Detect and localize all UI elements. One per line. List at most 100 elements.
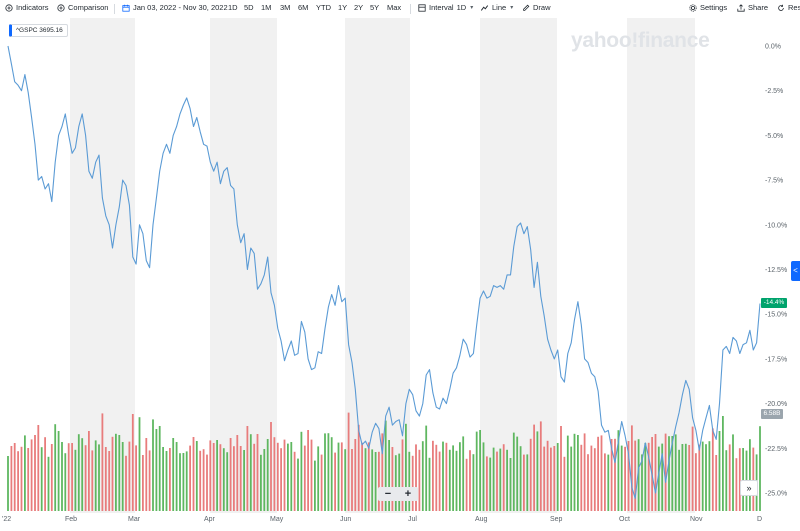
volume-bar — [169, 448, 171, 511]
range-max[interactable]: Max — [387, 3, 401, 12]
settings-label: Settings — [700, 3, 728, 12]
volume-bars — [7, 412, 761, 511]
range-2y-label: 2Y — [354, 3, 364, 12]
last-price-tag: -14.4% — [761, 298, 787, 308]
range-ytd[interactable]: YTD — [316, 3, 331, 12]
volume-bar — [266, 439, 269, 511]
volume-bar — [320, 454, 323, 511]
range-1m[interactable]: 1M — [261, 3, 271, 12]
indicators-icon — [5, 3, 13, 12]
volume-bar — [297, 458, 299, 511]
volume-bar — [455, 450, 458, 511]
volume-bar — [310, 439, 313, 511]
volume-bar — [101, 413, 104, 511]
volume-bar — [152, 419, 154, 511]
volume-bar — [722, 416, 724, 511]
volume-bar — [695, 453, 697, 511]
volume-bar — [364, 448, 367, 511]
scroll-to-latest-button[interactable]: » — [740, 480, 758, 496]
indicators-button[interactable]: Indicators — [5, 3, 49, 12]
volume-bar — [411, 455, 414, 511]
volume-bar — [678, 449, 680, 511]
range-6m[interactable]: 6M — [298, 3, 308, 12]
share-icon — [737, 3, 745, 12]
reset-button[interactable]: Res — [777, 3, 800, 12]
yahoo-finance-logo: yahoo!finance — [571, 29, 709, 52]
volume-bar — [593, 448, 596, 511]
date-range-picker[interactable]: Jan 03, 2022 - Nov 30, 2022 — [122, 3, 228, 12]
x-tick-label: Sep — [550, 516, 563, 523]
volume-bar — [10, 446, 13, 511]
range-1d[interactable]: 1D — [228, 3, 238, 12]
volume-bar — [553, 446, 556, 511]
volume-bar — [236, 435, 239, 511]
volume-bar — [57, 431, 60, 511]
volume-bar — [566, 435, 569, 511]
volume-bar — [634, 440, 637, 511]
zoom-out-button[interactable]: − — [384, 488, 392, 500]
volume-bar — [759, 426, 761, 511]
volume-bar — [30, 439, 33, 511]
volume-bar — [138, 417, 141, 511]
volume-bar — [344, 449, 347, 511]
volume-bar — [496, 451, 498, 511]
x-tick-label: Nov — [690, 516, 703, 523]
volume-bar — [37, 425, 40, 511]
volume-bar — [668, 436, 670, 511]
y-tick-label: -25.0% — [765, 491, 787, 498]
x-tick-label: Oct — [619, 516, 630, 523]
range-1y-label: 1Y — [338, 3, 348, 12]
range-5y[interactable]: 5Y — [370, 3, 379, 12]
volume-bar — [607, 454, 610, 511]
volume-bar — [307, 430, 309, 511]
volume-bar — [543, 446, 546, 511]
volume-bar — [701, 441, 704, 511]
x-axis: '22 Feb Mar Apr May Jun Jul Aug Sep Oct Nov D — [2, 516, 762, 523]
volume-bar — [135, 445, 137, 511]
range-2y[interactable]: 2Y — [354, 3, 363, 12]
y-tick-label: -2.5% — [765, 88, 783, 95]
range-5d[interactable]: 5D — [244, 3, 254, 12]
range-3m[interactable]: 3M — [280, 3, 290, 12]
reset-icon — [778, 4, 784, 11]
volume-bar — [287, 443, 289, 511]
volume-bar — [206, 454, 208, 511]
volume-bar — [539, 421, 542, 511]
x-tick-label: Aug — [475, 516, 488, 523]
volume-bar — [283, 439, 286, 511]
volume-bar — [54, 424, 57, 511]
interval-dropdown[interactable]: Interval 1D ▾ — [418, 3, 473, 12]
volume-bar — [432, 440, 434, 511]
volume-bar — [337, 442, 340, 511]
volume-bar — [691, 426, 694, 511]
volume-bar — [647, 442, 650, 511]
interval-label: Interval — [429, 3, 454, 12]
chart-type-dropdown[interactable]: Line ▾ — [480, 3, 513, 12]
share-button[interactable]: Share — [737, 3, 768, 12]
comparison-button[interactable]: Comparison — [57, 3, 108, 12]
calendar-icon — [122, 4, 130, 12]
volume-bar — [445, 442, 448, 511]
series-chip[interactable]: ^GSPC 3695.16 — [9, 24, 68, 37]
volume-bar — [738, 448, 741, 511]
volume-bar — [165, 451, 168, 511]
volume-bar — [324, 433, 326, 511]
volume-bar — [270, 422, 272, 511]
zoom-controls: − + — [378, 487, 418, 501]
draw-button[interactable]: Draw — [522, 3, 551, 12]
zoom-in-button[interactable]: + — [404, 488, 412, 500]
range-1y[interactable]: 1Y — [338, 3, 347, 12]
volume-bar — [226, 452, 229, 511]
volume-bar — [125, 455, 127, 511]
y-tick-label: -22.5% — [765, 446, 787, 453]
volume-bar — [367, 442, 370, 511]
range-ytd-label: YTD — [316, 3, 331, 12]
stock-chart[interactable]: yahoo!finance 0.0% -2.5% -5.0% -7.5% -10.0% -… — [0, 18, 800, 531]
volume-bar — [489, 457, 492, 511]
settings-button[interactable]: Settings — [689, 3, 727, 12]
volume-bar — [229, 438, 232, 511]
volume-bar — [469, 450, 471, 511]
volume-bar — [486, 456, 488, 511]
side-panel-toggle[interactable]: < — [791, 261, 800, 281]
x-tick-label: May — [270, 516, 284, 523]
